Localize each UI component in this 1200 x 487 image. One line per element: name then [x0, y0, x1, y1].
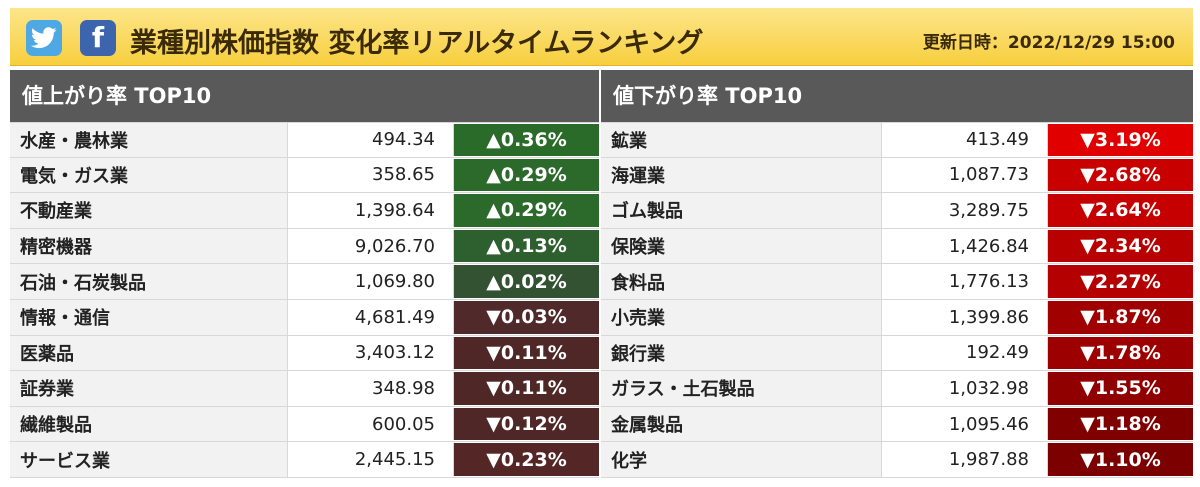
table-row[interactable]: 鉱業 413.49 ▼3.19% [601, 122, 1193, 158]
facebook-icon[interactable]: f [80, 20, 116, 56]
change-badge: ▼0.12% [453, 407, 599, 441]
industry-name[interactable]: 情報・通信 [10, 299, 287, 335]
index-value: 1,399.86 [881, 299, 1047, 335]
table-row[interactable]: 小売業 1,399.86 ▼1.87% [601, 299, 1193, 336]
losers-heading: 値下がり率 TOP10 [601, 70, 1193, 122]
industry-name[interactable]: 海運業 [601, 157, 881, 193]
table-row[interactable]: 水産・農林業 494.34 ▲0.36% [10, 122, 599, 158]
table-row[interactable]: サービス業 2,445.15 ▼0.23% [10, 442, 599, 478]
change-badge: ▼1.10% [1047, 443, 1193, 476]
industry-name[interactable]: ゴム製品 [601, 193, 881, 228]
index-value: 3,289.75 [881, 193, 1047, 228]
index-value: 1,426.84 [881, 228, 1047, 264]
losers-table: 鉱業 413.49 ▼3.19% 海運業 1,087.73 ▼2.68% ゴム製品 3,289… [601, 122, 1193, 478]
change-badge: ▼2.34% [1047, 229, 1193, 263]
change-badge: ▲0.36% [453, 124, 599, 156]
gainers-heading: 値上がり率 TOP10 [10, 70, 599, 122]
table-row[interactable]: 精密機器 9,026.70 ▲0.13% [10, 228, 599, 265]
losers-panel: 値下がり率 TOP10 鉱業 413.49 ▼3.19% 海運業 1,087.73 ▼2.… [601, 70, 1193, 478]
index-value: 9,026.70 [287, 228, 453, 264]
table-row[interactable]: 銀行業 192.49 ▼1.78% [601, 335, 1193, 372]
industry-name[interactable]: 鉱業 [601, 123, 881, 157]
index-value: 4,681.49 [287, 299, 453, 335]
index-value: 1,987.88 [881, 442, 1047, 477]
industry-name[interactable]: 医薬品 [10, 335, 287, 371]
index-value: 413.49 [881, 123, 1047, 157]
table-row[interactable]: 電気・ガス業 358.65 ▲0.29% [10, 157, 599, 194]
page-title: 業種別株価指数 変化率リアルタイムランキング [130, 28, 704, 59]
industry-name[interactable]: ガラス・土石製品 [601, 371, 881, 406]
change-badge: ▲0.02% [453, 265, 599, 298]
gainers-table: 水産・農林業 494.34 ▲0.36% 電気・ガス業 358.65 ▲0.29% 不動産業… [10, 122, 599, 478]
index-value: 1,087.73 [881, 157, 1047, 193]
change-badge: ▼1.78% [1047, 336, 1193, 370]
updated-timestamp: 更新日時：2022/12/29 15:00 [922, 33, 1175, 53]
change-badge: ▼1.87% [1047, 300, 1193, 334]
twitter-icon[interactable] [26, 20, 62, 56]
table-row[interactable]: 石油・石炭製品 1,069.80 ▲0.02% [10, 264, 599, 300]
change-badge: ▼1.55% [1047, 372, 1193, 405]
industry-name[interactable]: 食料品 [601, 264, 881, 299]
industry-name[interactable]: 石油・石炭製品 [10, 264, 287, 299]
index-value: 1,069.80 [287, 264, 453, 299]
industry-name[interactable]: 精密機器 [10, 228, 287, 264]
table-row[interactable]: ゴム製品 3,289.75 ▼2.64% [601, 193, 1193, 229]
table-row[interactable]: 海運業 1,087.73 ▼2.68% [601, 157, 1193, 194]
table-row[interactable]: 不動産業 1,398.64 ▲0.29% [10, 193, 599, 229]
index-value: 600.05 [287, 406, 453, 442]
industry-name[interactable]: 金属製品 [601, 406, 881, 442]
index-value: 3,403.12 [287, 335, 453, 371]
industry-name[interactable]: 電気・ガス業 [10, 157, 287, 193]
table-row[interactable]: 繊維製品 600.05 ▼0.12% [10, 406, 599, 443]
change-badge: ▼0.11% [453, 372, 599, 405]
table-row[interactable]: ガラス・土石製品 1,032.98 ▼1.55% [601, 371, 1193, 407]
table-row[interactable]: 食料品 1,776.13 ▼2.27% [601, 264, 1193, 300]
change-badge: ▼1.18% [1047, 407, 1193, 441]
index-value: 348.98 [287, 371, 453, 406]
change-badge: ▲0.13% [453, 229, 599, 263]
industry-name[interactable]: 化学 [601, 442, 881, 477]
industry-name[interactable]: 水産・農林業 [10, 123, 287, 157]
industry-name[interactable]: 不動産業 [10, 193, 287, 228]
table-row[interactable]: 金属製品 1,095.46 ▼1.18% [601, 406, 1193, 443]
industry-name[interactable]: 保険業 [601, 228, 881, 264]
industry-name[interactable]: サービス業 [10, 442, 287, 477]
index-value: 358.65 [287, 157, 453, 193]
index-value: 1,776.13 [881, 264, 1047, 299]
twitter-bird-glyph [31, 27, 57, 49]
index-value: 192.49 [881, 335, 1047, 371]
table-row[interactable]: 化学 1,987.88 ▼1.10% [601, 442, 1193, 478]
industry-name[interactable]: 証券業 [10, 371, 287, 406]
change-badge: ▲0.29% [453, 194, 599, 227]
header-bar: f 業種別株価指数 変化率リアルタイムランキング 更新日時：2022/12/29… [10, 8, 1193, 66]
change-badge: ▼3.19% [1047, 124, 1193, 156]
change-badge: ▼0.03% [453, 300, 599, 334]
change-badge: ▲0.29% [453, 158, 599, 192]
change-badge: ▼2.68% [1047, 158, 1193, 192]
change-badge: ▼2.27% [1047, 265, 1193, 298]
table-row[interactable]: 医薬品 3,403.12 ▼0.11% [10, 335, 599, 372]
index-value: 494.34 [287, 123, 453, 157]
table-row[interactable]: 証券業 348.98 ▼0.11% [10, 371, 599, 407]
gainers-panel: 値上がり率 TOP10 水産・農林業 494.34 ▲0.36% 電気・ガス業 358.… [10, 70, 599, 478]
change-badge: ▼0.23% [453, 443, 599, 476]
table-row[interactable]: 情報・通信 4,681.49 ▼0.03% [10, 299, 599, 336]
change-badge: ▼0.11% [453, 336, 599, 370]
industry-name[interactable]: 小売業 [601, 299, 881, 335]
index-value: 2,445.15 [287, 442, 453, 477]
index-value: 1,398.64 [287, 193, 453, 228]
industry-name[interactable]: 銀行業 [601, 335, 881, 371]
industry-name[interactable]: 繊維製品 [10, 406, 287, 442]
table-row[interactable]: 保険業 1,426.84 ▼2.34% [601, 228, 1193, 265]
index-value: 1,095.46 [881, 406, 1047, 442]
change-badge: ▼2.64% [1047, 194, 1193, 227]
index-value: 1,032.98 [881, 371, 1047, 406]
